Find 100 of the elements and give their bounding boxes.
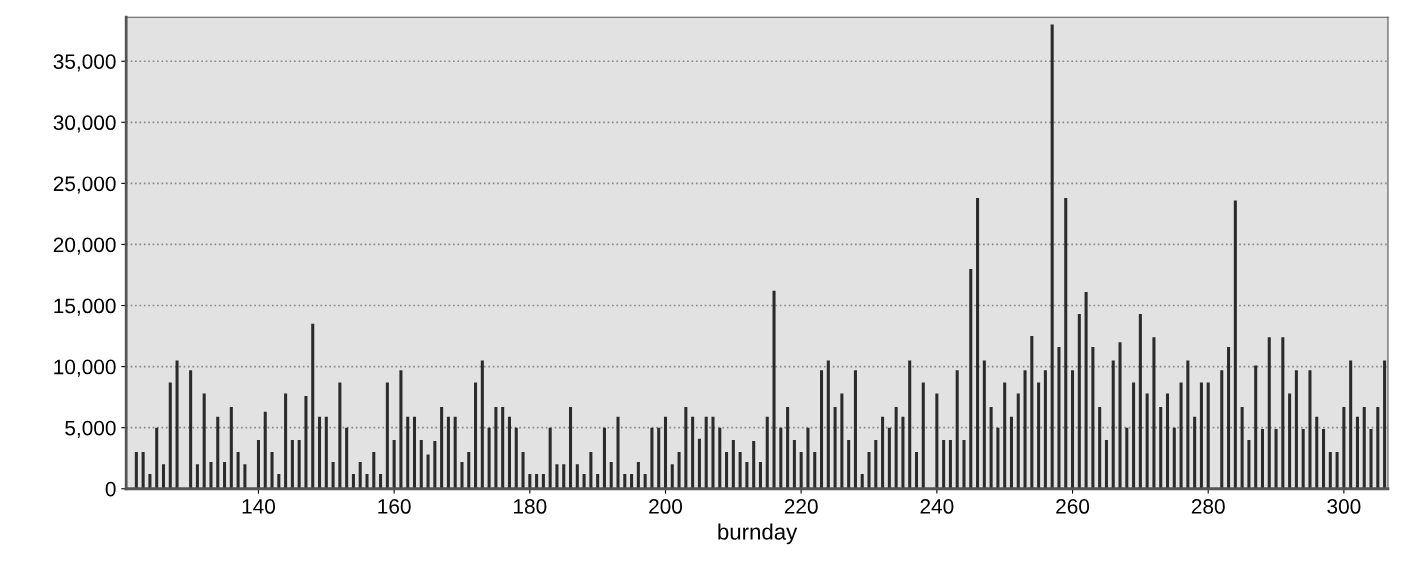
bar	[955, 370, 959, 489]
bar	[1308, 370, 1312, 489]
bar	[1145, 393, 1149, 489]
bar	[555, 464, 559, 489]
bar	[1369, 428, 1373, 489]
bar	[406, 416, 410, 489]
bar	[263, 411, 267, 489]
bar	[1003, 382, 1007, 489]
bar	[474, 382, 478, 489]
bar	[853, 370, 857, 489]
bar	[412, 416, 417, 489]
bar	[446, 416, 450, 489]
bar	[1165, 393, 1170, 489]
bar	[718, 427, 722, 489]
bar	[677, 452, 681, 489]
bar	[731, 439, 735, 489]
bar	[908, 360, 912, 489]
bar	[1342, 406, 1346, 489]
bar	[1132, 382, 1136, 489]
bar	[792, 439, 796, 489]
bar	[168, 382, 172, 489]
bar	[365, 474, 369, 489]
bar	[1118, 342, 1122, 489]
bar	[616, 416, 620, 489]
bar	[935, 393, 939, 489]
bar	[229, 406, 233, 489]
bar	[161, 464, 166, 489]
bar	[385, 382, 389, 489]
bar	[521, 452, 525, 489]
bar	[1274, 428, 1278, 489]
bar	[1281, 337, 1285, 489]
bar	[1206, 382, 1210, 489]
bar	[948, 439, 952, 489]
bar	[1098, 406, 1102, 489]
bar	[345, 427, 349, 489]
bar	[704, 416, 708, 489]
bar	[392, 439, 396, 489]
bar	[772, 290, 776, 489]
bar	[758, 461, 762, 489]
bar	[548, 427, 552, 489]
y-tick-label: 0	[105, 481, 116, 497]
bar	[820, 370, 824, 489]
bar	[1254, 365, 1258, 489]
bar	[602, 427, 606, 489]
bar	[480, 360, 484, 489]
bar	[745, 461, 749, 489]
bar	[569, 406, 573, 489]
bar	[1220, 370, 1224, 489]
bar	[331, 461, 335, 489]
bar	[1050, 24, 1054, 489]
bar	[514, 427, 518, 489]
x-tick-label: 200	[649, 499, 683, 514]
bar	[134, 452, 138, 489]
y-tick-label: 5,000	[65, 420, 116, 438]
bar	[881, 416, 885, 489]
y-tick-label: 10,000	[54, 359, 116, 377]
bar	[1016, 393, 1020, 489]
bar	[1315, 416, 1319, 489]
bar	[338, 382, 342, 489]
x-tick-label: 260	[1056, 499, 1090, 514]
bar	[1260, 428, 1264, 489]
bar	[1064, 198, 1068, 489]
y-tick-label: 25,000	[53, 176, 116, 194]
bar	[942, 439, 946, 489]
bar	[216, 416, 220, 489]
bar	[657, 427, 661, 489]
x-axis-title: burnday	[718, 523, 798, 545]
y-tick-label: 30,000	[53, 115, 116, 133]
bar	[969, 268, 973, 489]
bar	[1240, 406, 1244, 489]
bar	[501, 406, 505, 489]
bar	[209, 461, 213, 489]
bar	[223, 461, 227, 489]
bar	[324, 416, 328, 489]
bar	[684, 406, 688, 489]
bar	[609, 461, 613, 489]
bar	[189, 370, 193, 489]
bar	[813, 452, 817, 489]
bar	[419, 439, 423, 489]
bar	[650, 427, 654, 489]
bar	[467, 452, 471, 489]
bar	[453, 416, 457, 489]
x-tick-label: 140	[242, 499, 276, 514]
bar	[155, 427, 159, 489]
x-tick-label: 300	[1327, 499, 1361, 514]
bar	[399, 370, 403, 489]
y-tick-label: 20,000	[53, 237, 116, 255]
bar	[1023, 370, 1027, 489]
bar	[1288, 393, 1292, 489]
bar	[921, 382, 925, 489]
bar	[243, 464, 247, 489]
bar	[1091, 347, 1095, 489]
bar	[840, 393, 844, 489]
bar	[738, 452, 742, 489]
y-tick-label: 35,000	[53, 54, 116, 72]
bar	[1294, 370, 1298, 489]
bar	[1267, 337, 1271, 489]
bar	[887, 427, 891, 489]
bar	[1111, 360, 1115, 489]
bar	[562, 464, 566, 489]
